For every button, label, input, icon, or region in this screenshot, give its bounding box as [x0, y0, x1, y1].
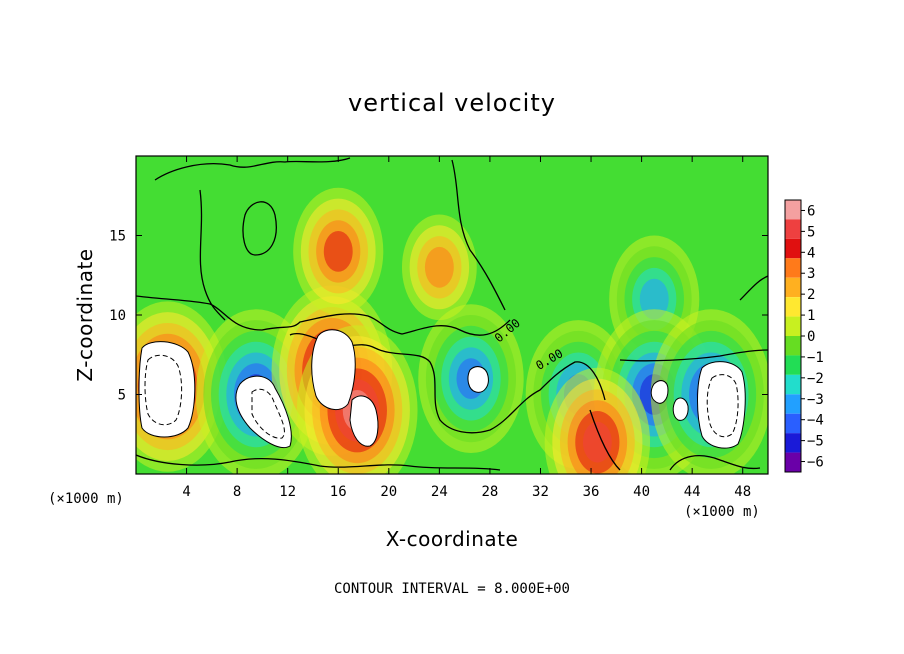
colorbar-swatch	[785, 238, 801, 259]
colorbar-tick-label: 4	[807, 245, 815, 261]
colorbar-swatch	[785, 219, 801, 239]
x-unit-note-right: (×1000 m)	[684, 504, 760, 520]
colorbar-swatch	[785, 394, 801, 414]
dashed-contours	[144, 354, 739, 439]
x-tick-label: 24	[431, 484, 448, 500]
x-tick-label: 32	[532, 484, 549, 500]
contour-line	[311, 329, 356, 411]
x-tick-label: 28	[481, 484, 498, 500]
contour-line	[199, 189, 226, 321]
contour-line	[242, 201, 277, 256]
y-tick-label: 5	[118, 388, 126, 404]
colorbar-tick-label: −6	[807, 455, 824, 471]
y-tick-label: 15	[109, 229, 126, 245]
colorbar-swatch	[785, 355, 801, 375]
colorbar-swatch	[785, 433, 801, 453]
contour-interval-note: CONTOUR INTERVAL = 8.000E+00	[334, 581, 570, 597]
contour-line	[235, 375, 292, 448]
y-axis-ticks: 5 10 15	[109, 229, 768, 404]
contour-line	[739, 275, 768, 301]
colorbar-tick-label: 6	[807, 203, 815, 219]
contour-line	[144, 354, 183, 426]
x-tick-label: 20	[380, 484, 397, 500]
colorbar-swatch	[785, 374, 801, 395]
y-axis-label: Z-coordinate	[73, 248, 97, 381]
x-tick-label: 44	[684, 484, 701, 500]
contour-line	[619, 349, 768, 362]
contour-line	[136, 454, 501, 471]
colorbar-swatch	[785, 258, 801, 278]
x-tick-label: 8	[233, 484, 241, 500]
x-tick-label: 4	[182, 484, 190, 500]
x-unit-note-left: (×1000 m)	[48, 491, 124, 507]
contour-line	[451, 159, 506, 311]
x-tick-label: 36	[583, 484, 600, 500]
x-tick-label: 16	[330, 484, 347, 500]
contour-line	[154, 157, 351, 181]
x-axis-label: X-coordinate	[386, 527, 519, 551]
white-cores	[138, 329, 746, 449]
field-blob	[582, 421, 612, 463]
x-tick-label: 40	[633, 484, 650, 500]
field-blob	[323, 231, 353, 272]
colorbar-swatch	[785, 200, 801, 220]
colorbar-tick-label: −2	[807, 371, 824, 387]
contour-line	[669, 455, 761, 471]
colorbar-swatch	[785, 297, 801, 317]
x-axis-ticks: 4 8 12 16 20 24 28 32 36 40 44 48	[182, 156, 751, 500]
colorbar-swatch	[785, 336, 801, 356]
colorbar-tick-label: 1	[807, 308, 815, 324]
colorbar-tick-label: 2	[807, 287, 815, 303]
colorbar-tick-label: 0	[807, 329, 815, 345]
colorbar-tick-label: −1	[807, 350, 824, 366]
colorbar-tick-label: 3	[807, 266, 815, 282]
colorbar-swatch	[785, 277, 801, 298]
zero-contours	[136, 157, 768, 471]
y-tick-label: 10	[109, 308, 126, 324]
contour-line	[138, 341, 196, 438]
colorbar-tick-label: −4	[807, 413, 824, 429]
colorbar: 6 5 4 3 2 1 0 −1 −2 −3 −4 −5 −6	[784, 199, 824, 473]
colorbar-tick-label: −5	[807, 434, 824, 450]
contour-line	[697, 361, 746, 449]
chart-title: vertical velocity	[348, 89, 556, 117]
contour-line	[672, 397, 689, 421]
contour-line	[467, 366, 489, 393]
x-tick-label: 12	[279, 484, 296, 500]
contour-line	[650, 380, 669, 404]
contour-line	[589, 409, 621, 471]
colorbar-tick-label: 5	[807, 224, 815, 240]
colorbar-tick-label: −3	[807, 392, 824, 408]
colorbar-swatch	[785, 452, 801, 472]
contour-line	[349, 395, 379, 447]
field-blob	[639, 278, 669, 320]
colorbar-swatch	[785, 413, 801, 434]
field-blob	[424, 246, 454, 288]
colorbar-swatch	[785, 316, 801, 336]
contour-line	[251, 388, 285, 439]
x-tick-label: 48	[734, 484, 751, 500]
contour-line	[706, 374, 739, 438]
